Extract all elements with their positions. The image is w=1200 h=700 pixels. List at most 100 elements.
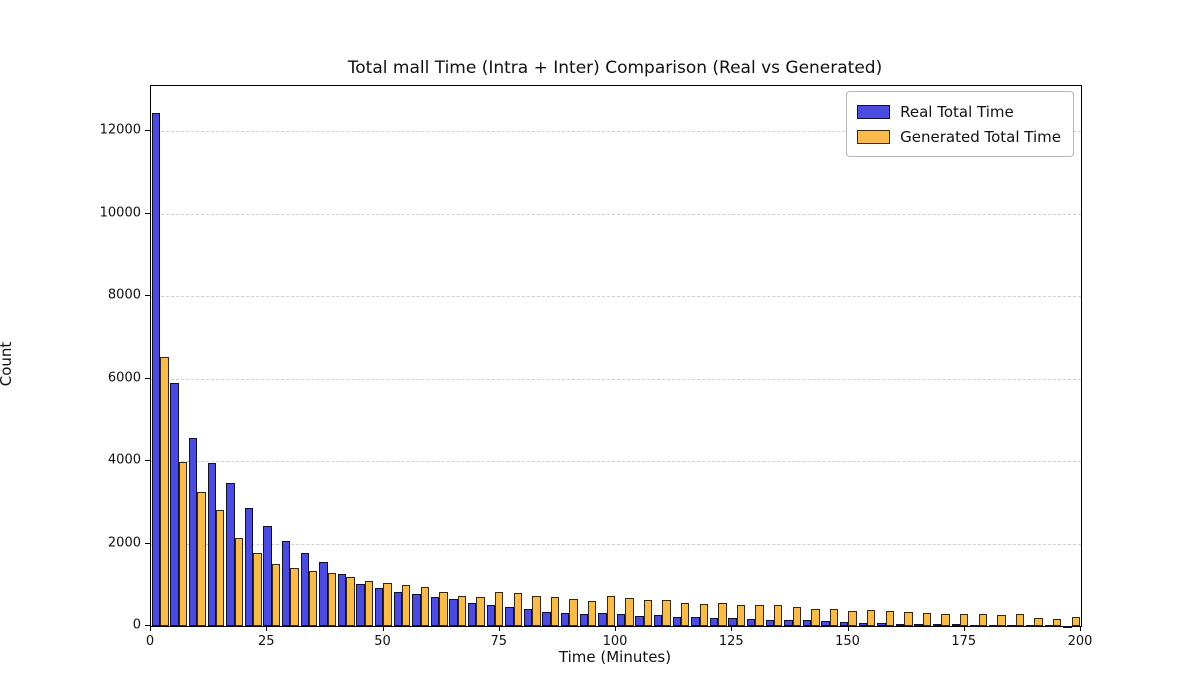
hist-bar-generated [904,611,913,626]
hist-bar-generated [327,573,336,626]
legend: Real Total Time Generated Total Time [846,91,1074,157]
hist-bar-generated [960,613,969,626]
y-tick-label: 6000 [107,370,141,386]
hist-bar-real [561,613,570,626]
x-tick-mark [963,626,965,631]
hist-bar-generated [495,592,504,626]
hist-bar-generated [681,602,690,626]
legend-label-generated: Generated Total Time [900,127,1061,146]
x-tick-label: 75 [490,634,508,649]
hist-bar-generated [978,614,987,626]
x-tick-label: 200 [1067,634,1093,649]
x-tick-mark [847,626,849,631]
hist-bar-generated [1034,617,1043,626]
hist-bar-real [505,607,514,626]
hist-bar-real [412,593,421,626]
hist-bar-generated [662,599,671,626]
y-tick-label: 12000 [99,122,141,138]
hist-bar-generated [532,596,541,626]
hist-bar-real [486,605,495,626]
hist-bar-generated [811,609,820,626]
legend-label-real: Real Total Time [900,102,1014,121]
x-tick-label: 25 [257,634,275,649]
hist-bar-generated [829,608,839,626]
y-tick-label: 0 [132,617,141,633]
gridline [151,213,1081,215]
x-tick-label: 50 [374,634,391,649]
plot-area [150,85,1082,628]
gridline [151,378,1081,380]
hist-bar-real [170,382,179,626]
hist-bar-real [598,612,607,626]
hist-bar-generated [513,593,522,626]
hist-bar-real [616,613,626,626]
hist-bar-generated [848,611,857,626]
hist-bar-generated [941,614,950,626]
gridline [151,461,1081,463]
hist-bar-real [151,112,161,626]
hist-bar-generated [885,611,894,626]
x-tick-mark [266,626,268,631]
y-tick-label: 8000 [107,287,141,303]
hist-bar-real [970,624,979,627]
hist-bar-generated [922,613,932,626]
hist-bar-real [468,603,477,626]
x-tick-label: 175 [951,634,977,649]
legend-item-generated: Generated Total Time [857,124,1061,149]
hist-bar-generated [457,595,467,626]
hist-bar-generated [290,568,299,626]
hist-bar-generated [550,597,560,626]
hist-bar-real [244,507,254,626]
x-tick-label: 150 [835,634,860,649]
hist-bar-real [393,592,402,626]
hist-bar-generated [402,584,411,626]
hist-bar-generated [606,595,615,626]
hist-bar-generated [1053,619,1062,626]
hist-bar-generated [867,610,876,626]
hist-bar-real [858,622,867,626]
hist-bar-real [691,617,700,626]
hist-bar-generated [197,492,206,626]
hist-bar-generated [643,600,653,626]
hist-bar-real [207,463,216,626]
hist-bar-generated [792,607,801,626]
hist-bar-generated [755,604,764,626]
hist-bar-generated [997,615,1006,626]
hist-bar-generated [364,580,374,626]
hist-bar-real [300,552,309,626]
x-tick-mark [731,626,733,631]
hist-bar-generated [736,604,746,626]
hist-bar-generated [420,587,429,626]
hist-bar-real [933,624,942,627]
hist-bar-real [319,561,328,626]
hist-bar-real [189,438,198,626]
hist-bar-real [728,618,737,626]
hist-bar-generated [346,576,355,626]
hist-bar-real [1063,625,1072,628]
y-tick-label: 2000 [107,535,141,551]
hist-bar-real [1007,625,1016,627]
hist-bar-real [877,623,886,626]
hist-bar-generated [439,592,448,626]
y-tick-label: 4000 [107,452,141,468]
hist-bar-real [1044,625,1053,628]
hist-bar-real [579,614,588,626]
hist-bar-real [449,599,458,626]
hist-bar-real [263,525,272,626]
hist-bar-real [542,612,551,626]
hist-bar-real [914,623,923,626]
hist-bar-real [672,616,681,626]
x-tick-mark [1080,626,1081,631]
x-tick-label: 125 [718,634,744,649]
hist-bar-real [282,541,291,626]
x-axis-label: Time (Minutes) [558,648,672,666]
hist-bar-real [1026,625,1035,628]
x-tick-mark [382,626,384,631]
hist-bar-generated [1071,616,1080,626]
hist-bar-real [226,482,235,626]
y-tick-mark [145,130,150,132]
hist-bar-generated [383,582,392,626]
hist-bar-real [709,617,719,626]
hist-bar-real [988,624,998,627]
hist-bar-real [821,621,830,626]
